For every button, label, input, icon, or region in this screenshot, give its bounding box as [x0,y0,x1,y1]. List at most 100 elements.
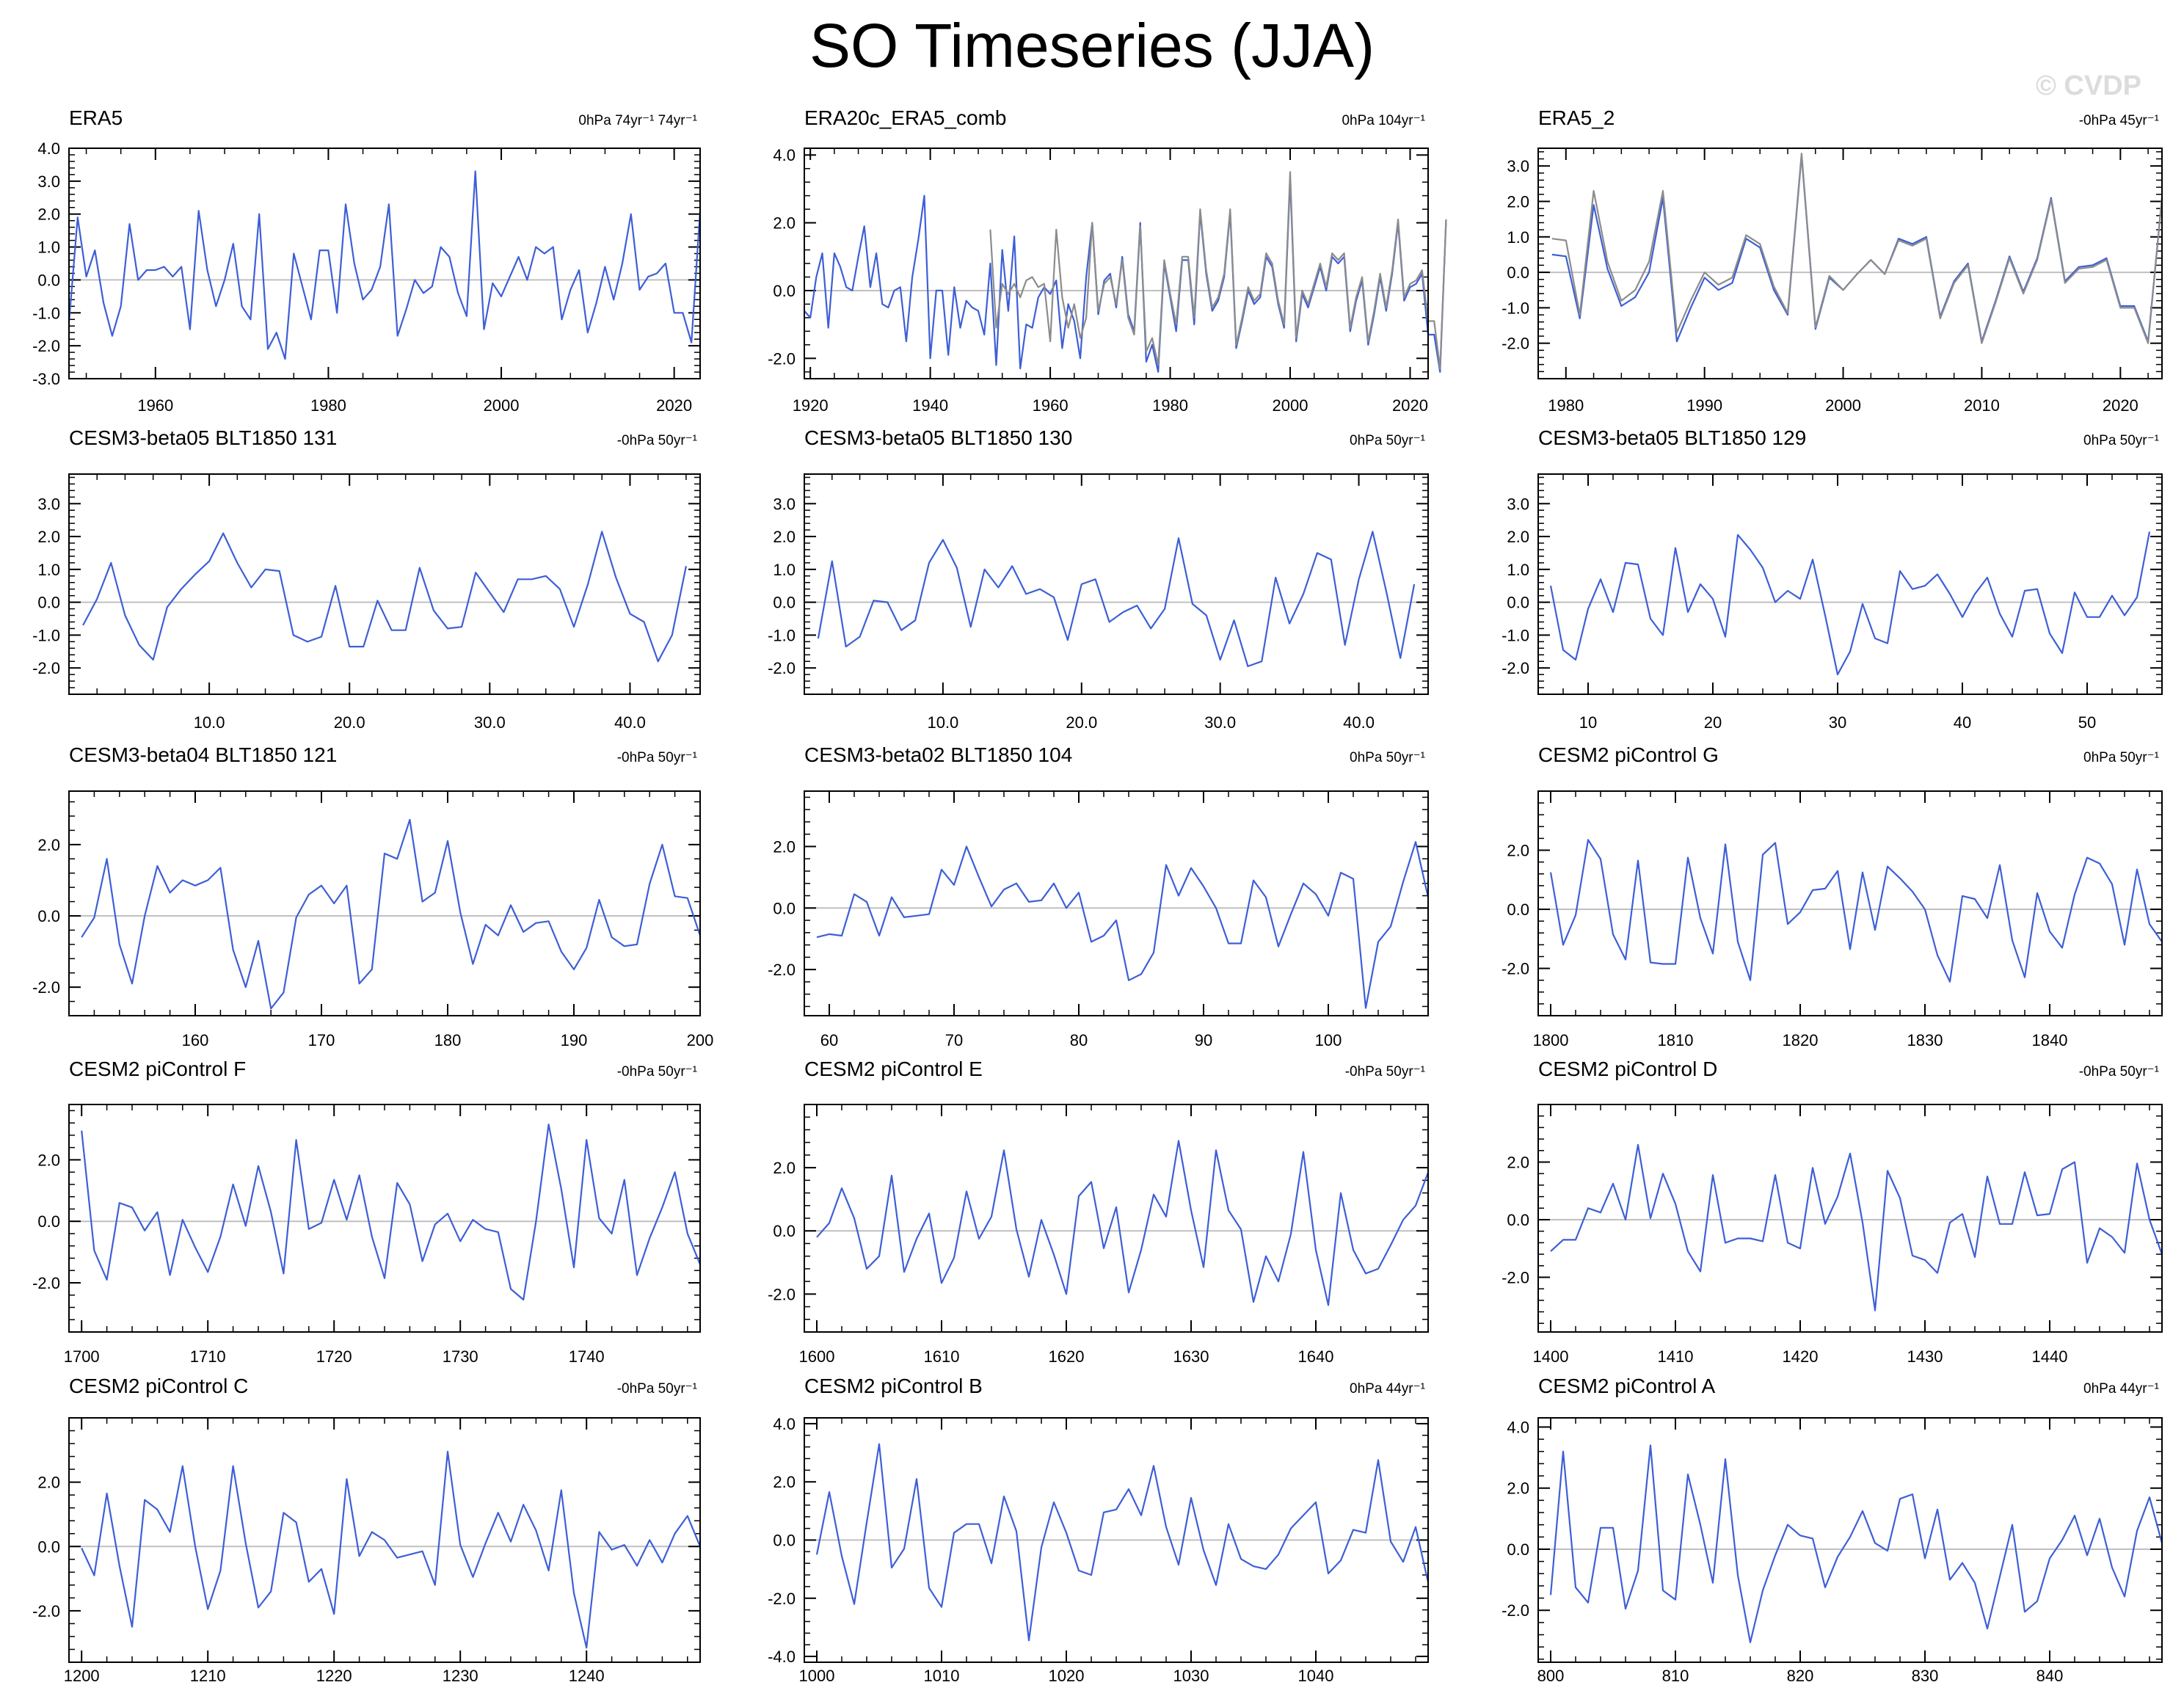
y-tick-label: 1.0 [1507,228,1529,247]
series-line [1549,1444,2163,1643]
chart-panel: ERA5_2 -0hPa 45yr⁻¹ -2.0 -1.0 0.0 1.0 2.0 3.0 19… [1502,106,2163,415]
plot-frame [68,1417,701,1663]
panel-info: 0hPa 50yr⁻¹ [2083,750,2159,765]
panel-info: 0hPa 44yr⁻¹ [1350,1381,1425,1397]
y-tick-label: -2.0 [32,337,60,355]
x-tick-label: 1730 [443,1347,478,1366]
x-tick-label: 60 [820,1031,838,1049]
y-tick-label: 0.0 [1507,1540,1529,1559]
x-tick-label: 1740 [569,1347,605,1366]
series-line [817,531,1416,668]
y-tick-label: 0.0 [773,594,796,612]
x-tick-label: 70 [945,1031,963,1049]
series-line [816,1140,1430,1306]
x-tick-label: 2020 [1392,396,1428,415]
x-tick-label: 800 [1537,1667,1565,1685]
y-tick-label: 0.0 [1507,900,1529,919]
x-tick-label: 190 [561,1031,588,1049]
y-tick-label: 3.0 [37,495,60,513]
x-tick-label: 840 [2036,1667,2064,1685]
x-tick-label: 1220 [316,1667,352,1685]
y-tick-label: 0.0 [773,899,796,917]
panel-title: CESM2 piControl C [69,1375,248,1397]
x-tick-label: 1200 [64,1667,100,1685]
panel-title: CESM2 piControl A [1538,1375,1716,1397]
y-tick-label: -4.0 [768,1648,796,1666]
panel-info: -0hPa 50yr⁻¹ [617,1064,697,1080]
y-tick-label: -2.0 [1502,1601,1529,1620]
y-tick-label: 0.0 [773,1532,796,1550]
x-tick-label: 2020 [656,396,692,415]
y-tick-label: 0.0 [37,594,60,612]
chart-panel: CESM2 piControl E -0hPa 50yr⁻¹ -2.0 0.0 2.0 1… [768,1058,1430,1366]
panel-title: CESM2 piControl G [1538,743,1719,766]
plot-frame [1537,790,2163,1016]
y-tick-label: -2.0 [1502,1268,1529,1286]
series-line [989,171,1447,370]
y-tick-label: 2.0 [773,837,796,856]
panel-title: ERA5 [69,106,123,129]
y-tick-label: 2.0 [1507,1479,1529,1498]
chart-panel: ERA20c_ERA5_comb 0hPa 104yr⁻¹ -2.0 0.0 2.0 4.… [768,106,1447,415]
y-tick-label: 2.0 [37,1474,60,1492]
series-line [1550,1143,2163,1311]
x-tick-label: 1820 [1783,1031,1819,1049]
panel-title: CESM3-beta05 BLT1850 130 [804,426,1072,449]
chart-panel: CESM3-beta02 BLT1850 104 0hPa 50yr⁻¹ -2.0 0… [768,743,1430,1049]
x-tick-label: 1010 [924,1667,960,1685]
series-line [816,841,1430,1009]
plot-frame [68,1104,701,1333]
plot-frame [804,148,1429,379]
x-tick-label: 1030 [1173,1667,1209,1685]
chart-panel: CESM2 piControl A 0hPa 44yr⁻¹ -2.0 0.0 2.0 4.… [1502,1375,2163,1685]
y-tick-label: 4.0 [773,1415,796,1433]
panel-info: 0hPa 50yr⁻¹ [2083,433,2159,448]
x-tick-label: 1420 [1783,1347,1819,1366]
panel-title: CESM2 piControl B [804,1375,983,1397]
x-tick-label: 170 [308,1031,335,1049]
x-tick-label: 80 [1070,1031,1088,1049]
y-tick-label: -2.0 [768,1285,796,1303]
plot-frame [68,790,701,1016]
x-tick-label: 1630 [1173,1347,1209,1366]
y-tick-label: 2.0 [773,1159,796,1177]
x-tick-label: 1240 [569,1667,605,1685]
y-tick-label: 2.0 [37,1151,60,1169]
x-tick-label: 90 [1195,1031,1212,1049]
y-tick-label: 2.0 [37,205,60,224]
x-tick-label: 10 [1579,713,1597,732]
x-tick-label: 820 [1787,1667,1814,1685]
panel-title: CESM3-beta04 BLT1850 121 [69,743,337,766]
chart-panel: CESM2 piControl B 0hPa 44yr⁻¹ -4.0 -2.0 0.0 2… [768,1375,1430,1685]
series-line [804,178,1447,373]
y-tick-label: -2.0 [32,1602,60,1620]
y-tick-label: 4.0 [1507,1418,1529,1436]
plot-frame [804,473,1429,695]
x-tick-label: 10.0 [194,713,225,732]
x-tick-label: 1990 [1686,396,1722,415]
plot-frame [1537,1417,2163,1663]
x-tick-label: 160 [182,1031,209,1049]
series-line [1551,154,2163,343]
y-tick-label: 3.0 [1507,495,1529,513]
plot-frame [68,148,701,379]
panel-info: -0hPa 50yr⁻¹ [617,1381,697,1397]
x-tick-label: 50 [2078,713,2096,732]
panel-title: ERA5_2 [1538,106,1615,129]
x-tick-label: 1960 [1033,396,1069,415]
x-tick-label: 1000 [799,1667,835,1685]
x-tick-label: 2010 [1964,396,2000,415]
y-tick-label: -2.0 [768,1590,796,1608]
x-tick-label: 100 [1315,1031,1342,1049]
y-tick-label: 0.0 [773,282,796,300]
y-tick-label: -1.0 [1502,299,1529,317]
y-tick-label: 1.0 [37,239,60,257]
y-tick-label: 2.0 [1507,1153,1529,1171]
y-tick-label: -2.0 [32,978,60,997]
panel-info: -0hPa 50yr⁻¹ [617,433,697,448]
x-tick-label: 30 [1829,713,1846,732]
y-tick-label: 0.0 [37,1537,60,1556]
y-tick-label: 0.0 [1507,1211,1529,1229]
x-tick-label: 1640 [1298,1347,1334,1366]
y-tick-label: -1.0 [32,626,60,644]
